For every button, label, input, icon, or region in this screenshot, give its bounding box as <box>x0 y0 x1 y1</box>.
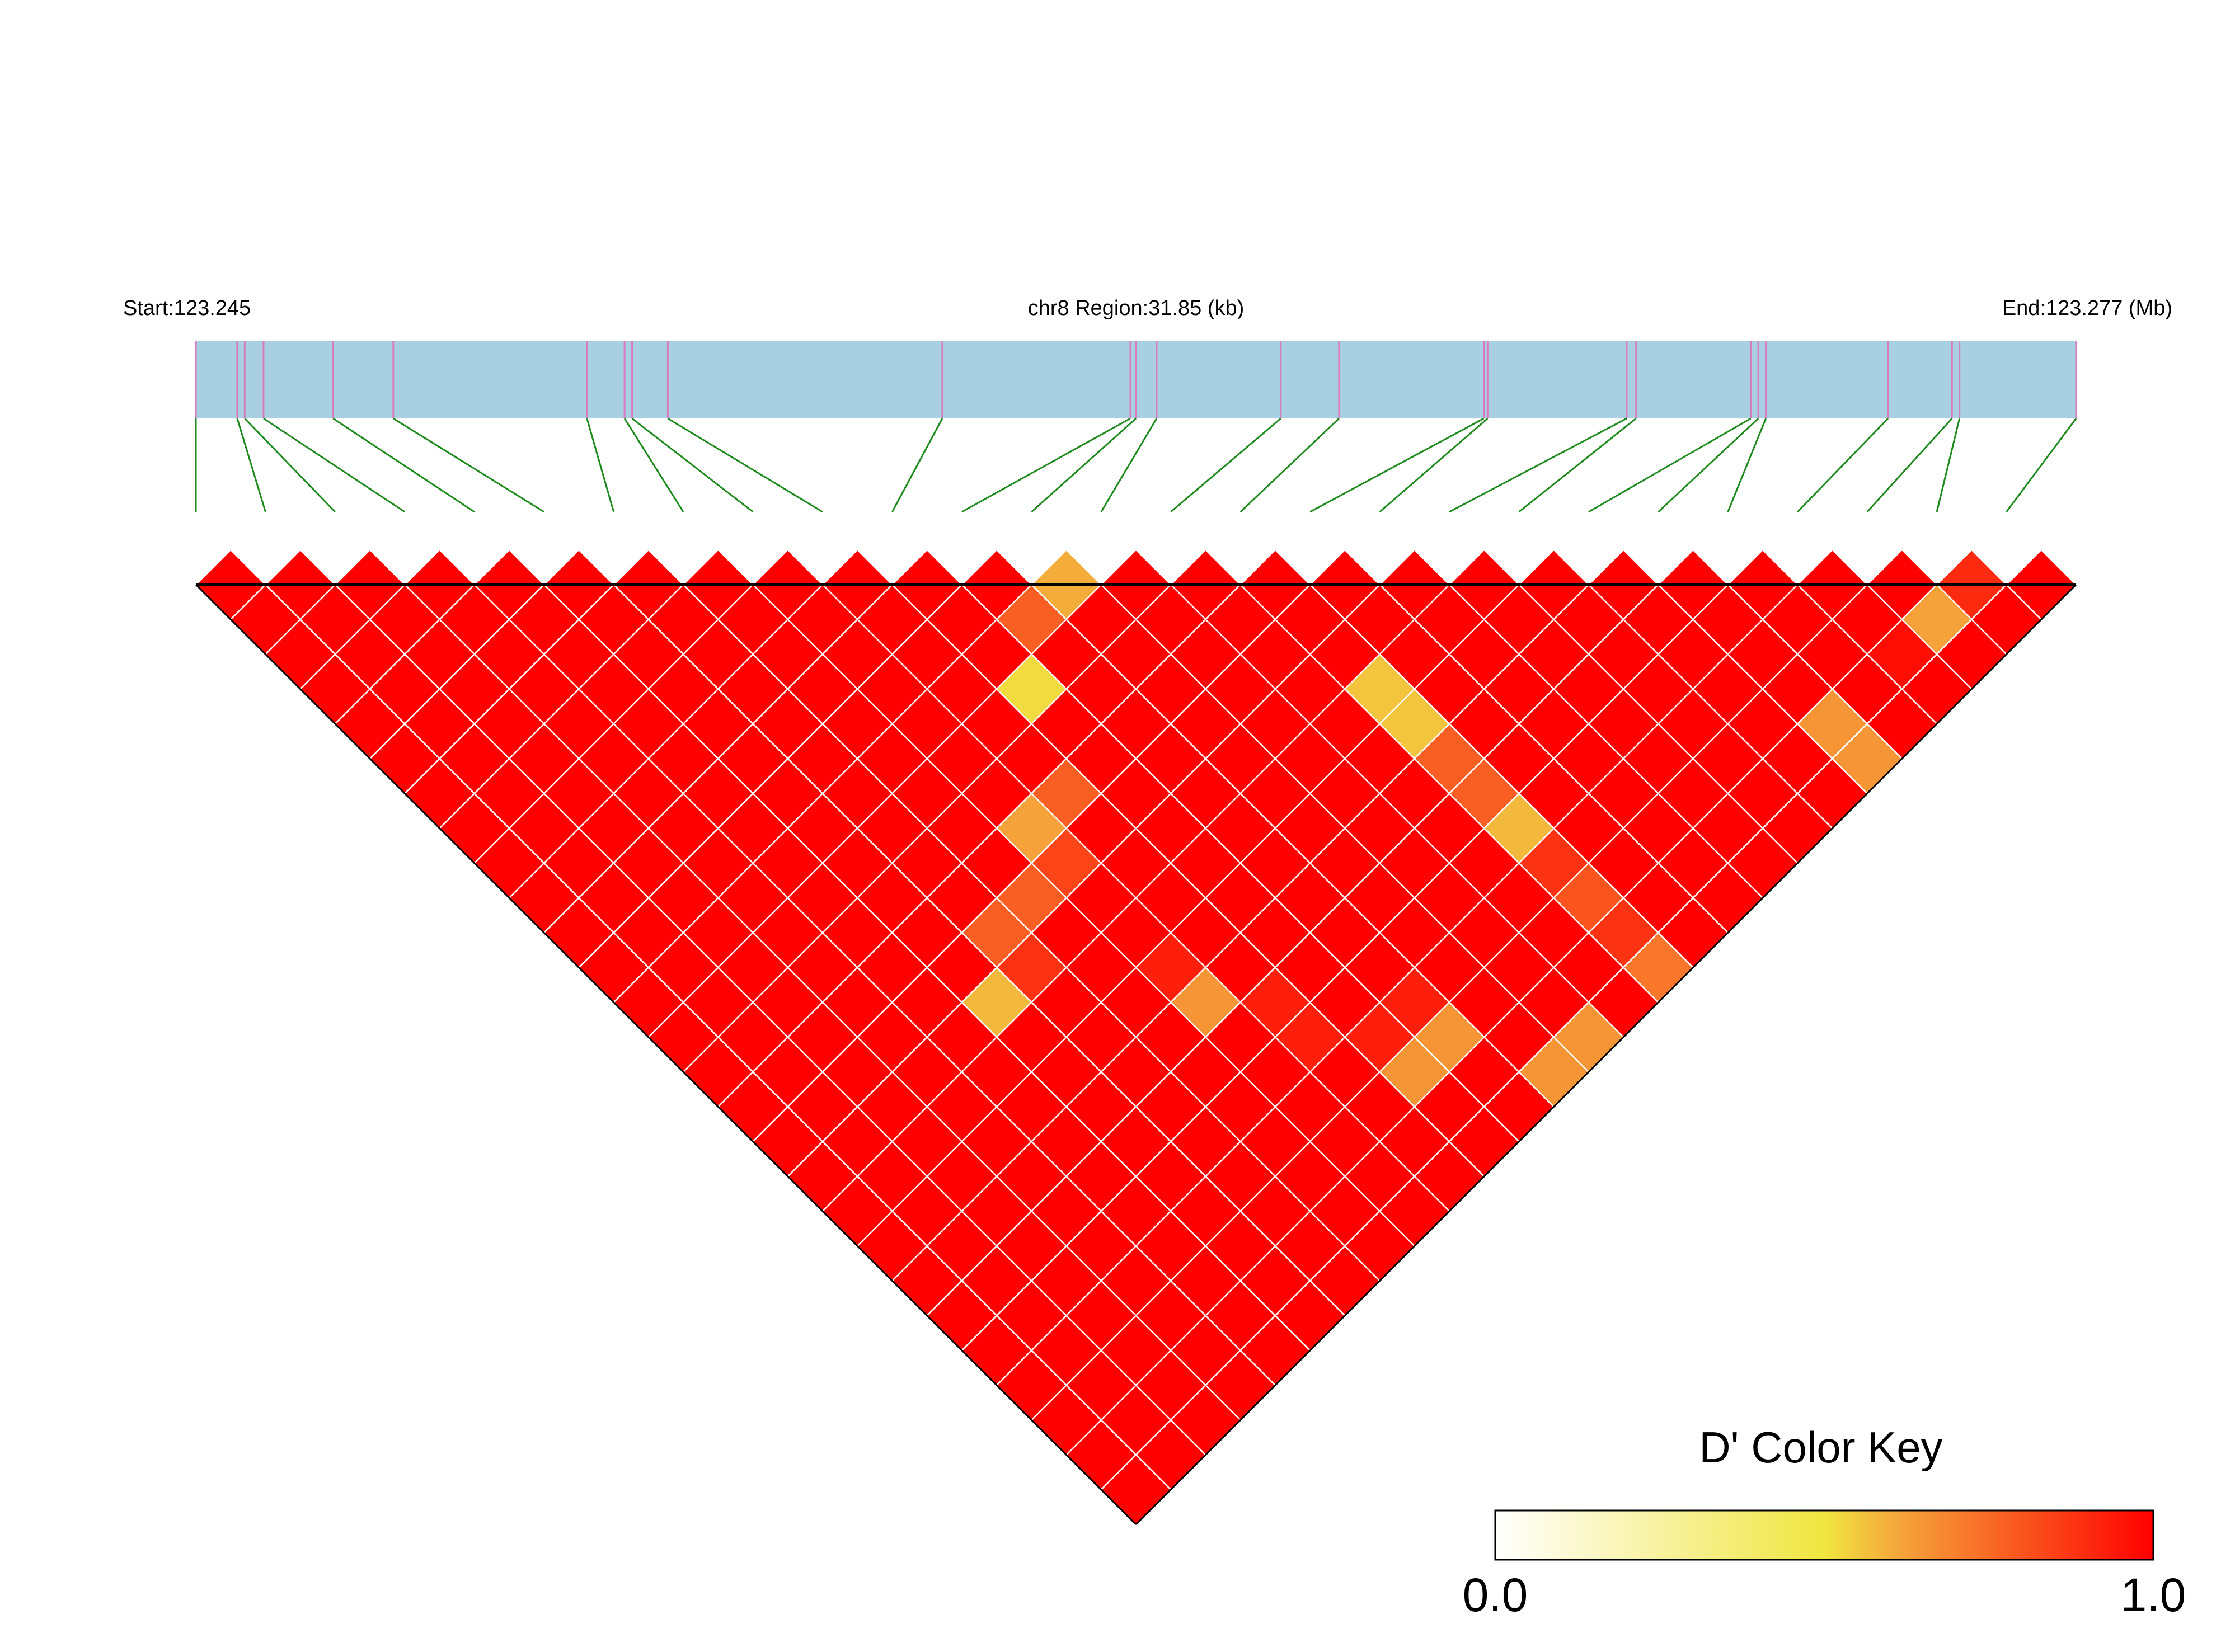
heatmap-outline <box>195 583 2077 1526</box>
snp-connector-4 <box>263 417 406 513</box>
snp-connector-27 <box>2006 418 2077 512</box>
snp-connector-6 <box>393 417 545 513</box>
snp-connector-24 <box>1797 417 1889 513</box>
color-key-gradient-bar <box>1494 1509 2154 1561</box>
start-label: Start:123.245 <box>123 296 251 320</box>
snp-connector-14 <box>1100 418 1158 512</box>
snp-connector-7 <box>586 418 615 512</box>
snp-connector-10 <box>667 417 823 513</box>
color-key-min-label: 0.0 <box>1463 1569 1528 1621</box>
snp-connector-lines <box>195 417 2077 513</box>
snp-connector-23 <box>1727 418 1767 512</box>
snp-connector-18 <box>1379 417 1489 513</box>
snp-position-ticks <box>195 341 2077 418</box>
snp-connector-3 <box>244 417 336 513</box>
snp-connector-20 <box>1518 417 1637 513</box>
snp-connector-25 <box>1866 417 1953 513</box>
ld-cells <box>195 549 2077 1526</box>
region-label: chr8 Region:31.85 (kb) <box>1028 296 1245 320</box>
color-key-title: D' Color Key <box>1699 1423 1942 1472</box>
color-key-max-label: 1.0 <box>2121 1569 2186 1621</box>
snp-connector-13 <box>1031 417 1137 513</box>
snp-connector-8 <box>623 418 684 512</box>
snp-connector-17 <box>1309 417 1485 513</box>
snp-connector-19 <box>1449 417 1627 513</box>
heatmap-right-edge <box>1135 583 2077 1526</box>
snp-connector-26 <box>1936 418 1961 512</box>
end-label: End:123.277 (Mb) <box>2002 296 2172 320</box>
snp-connector-9 <box>631 417 754 513</box>
snp-connector-12 <box>961 417 1131 513</box>
snp-connector-5 <box>332 417 475 513</box>
snp-connector-11 <box>891 418 943 512</box>
snp-connector-16 <box>1239 417 1340 513</box>
heatmap-left-edge <box>195 583 1137 1526</box>
snp-connector-15 <box>1170 417 1281 513</box>
snp-connector-22 <box>1658 417 1759 513</box>
snp-connector-2 <box>236 418 266 512</box>
snp-connector-21 <box>1588 417 1752 513</box>
